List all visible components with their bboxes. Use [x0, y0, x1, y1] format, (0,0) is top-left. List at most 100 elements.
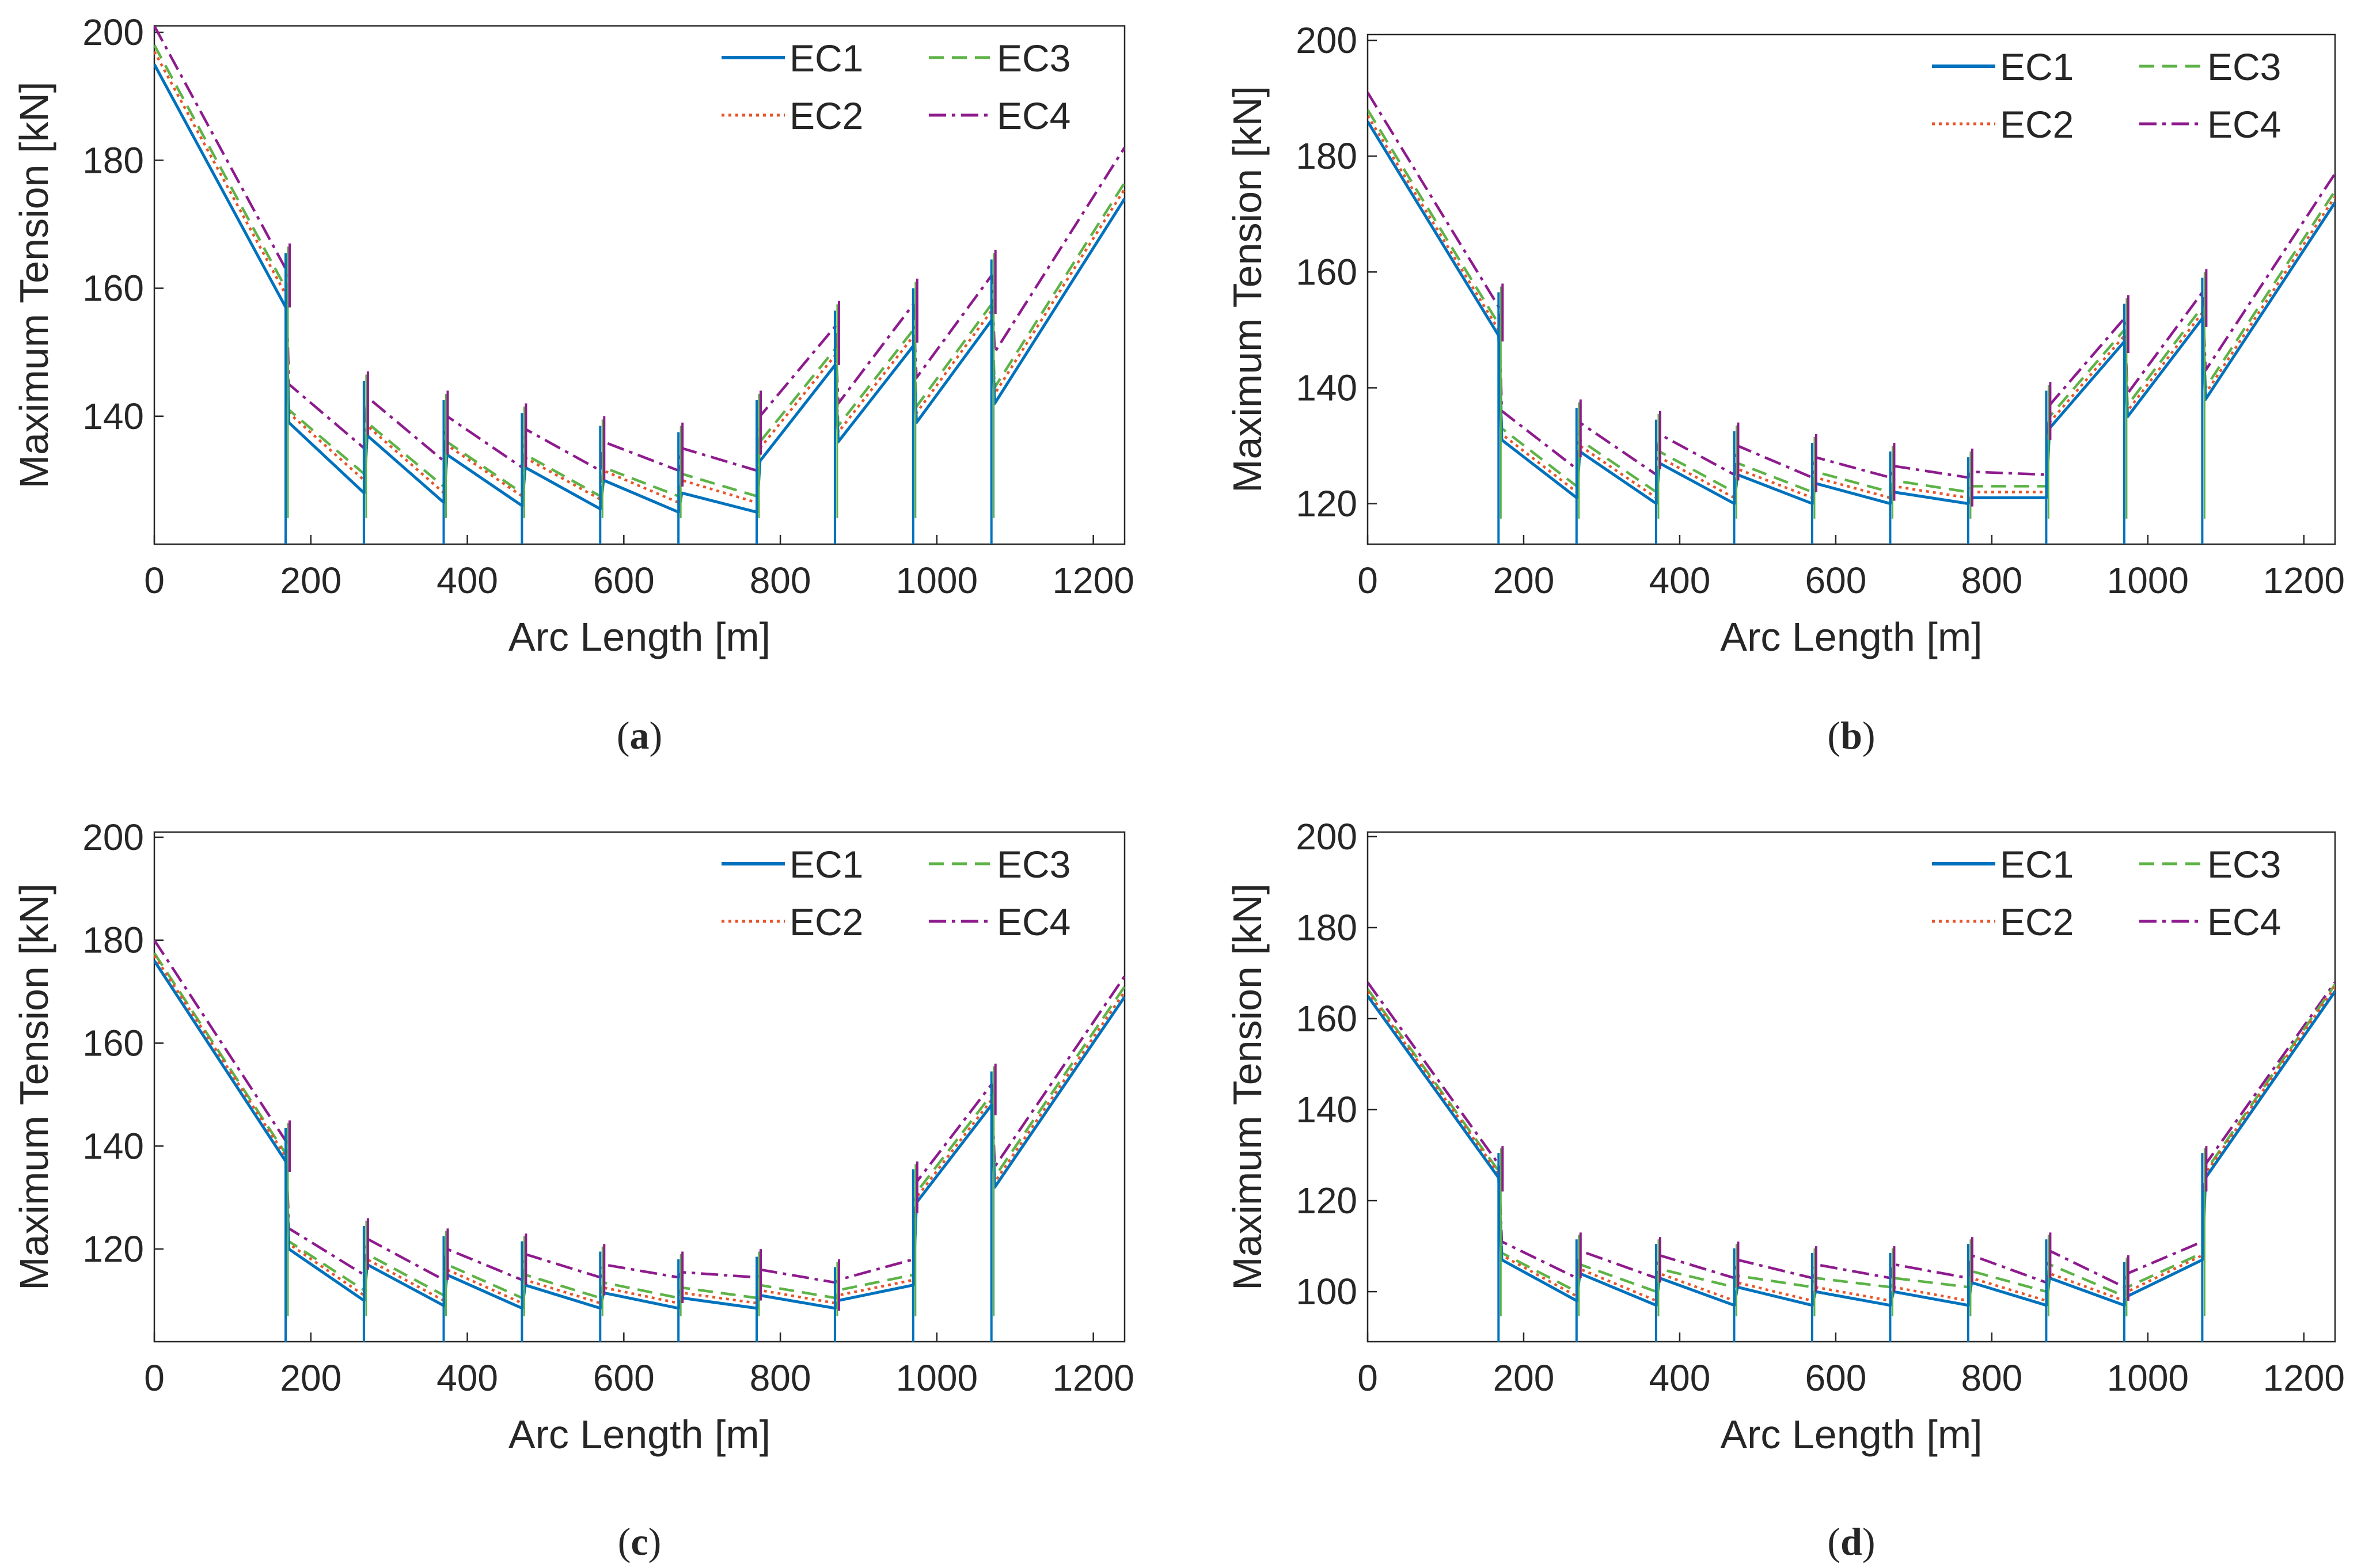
y-tick-label: 160: [1296, 998, 1357, 1039]
caption-open: (: [618, 1520, 631, 1563]
legend-label-ec1: EC1: [789, 843, 863, 886]
series-line-ec3: [154, 952, 1125, 1300]
caption-close: ): [1862, 713, 1876, 757]
panel-caption: (c): [618, 1520, 662, 1563]
legend-label-ec1: EC1: [789, 37, 863, 79]
legend-label-ec4: EC4: [2207, 901, 2281, 943]
y-tick-label: 120: [1296, 483, 1357, 525]
x-tick-label: 800: [1961, 560, 2022, 601]
series-line-ec2: [1368, 986, 2335, 1303]
plot-area: [1368, 981, 2335, 1342]
panel-caption: (d): [1827, 1520, 1875, 1563]
caption-close: ): [1862, 1520, 1876, 1563]
x-tick-label: 1000: [896, 560, 978, 601]
legend-label-ec1: EC1: [2000, 45, 2074, 88]
legend-label-ec4: EC4: [997, 94, 1070, 137]
y-tick-label: 140: [82, 396, 144, 437]
y-tick-label: 160: [82, 268, 144, 309]
series-line-ec4: [1368, 92, 2335, 479]
plot-frame: [153, 831, 1126, 1343]
x-tick-label: 1200: [1052, 560, 1134, 601]
x-axis-label: Arc Length [m]: [1720, 614, 1982, 659]
series-line-ec1: [154, 960, 1125, 1310]
y-tick-label: 180: [82, 139, 144, 181]
x-tick-label: 400: [1649, 1357, 1711, 1399]
x-tick-label: 200: [1493, 560, 1555, 601]
x-tick-label: 1000: [2107, 1357, 2189, 1399]
x-tick-label: 600: [1805, 560, 1867, 601]
x-tick-label: 0: [144, 560, 165, 601]
panel-caption: (b): [1827, 713, 1875, 757]
y-tick-label: 120: [1296, 1180, 1357, 1221]
plot-area: [1368, 92, 2335, 544]
caption-close: ): [650, 713, 663, 757]
x-tick-label: 200: [1493, 1357, 1555, 1399]
legend-label-ec3: EC3: [2207, 843, 2281, 886]
caption-letter: a: [630, 713, 650, 757]
series-line-ec3: [1368, 109, 2335, 493]
x-tick-label: 1000: [896, 1357, 978, 1399]
x-tick-label: 400: [436, 560, 498, 601]
series-line-ec1: [1368, 120, 2335, 506]
legend-label-ec3: EC3: [2207, 45, 2281, 88]
y-axis-label: Maximum Tension [kN]: [1225, 86, 1270, 493]
x-tick-label: 200: [280, 560, 341, 601]
y-tick-label: 200: [82, 817, 144, 858]
x-tick-label: 400: [436, 1357, 498, 1399]
y-tick-label: 120: [82, 1228, 144, 1270]
plot-frame: [1366, 831, 2336, 1343]
series-line-ec3: [154, 44, 1125, 498]
x-tick-label: 600: [1805, 1357, 1867, 1399]
chart-panel-b: 0 200 400 600 800 1000 1200 120 140 160 180 200 Arc …: [1225, 20, 2345, 757]
series-line-ec2: [1368, 115, 2335, 499]
legend-label-ec2: EC2: [789, 901, 863, 943]
series-line-ec2: [154, 51, 1125, 504]
x-tick-label: 1200: [2263, 1357, 2345, 1399]
legend-label-ec1: EC1: [2000, 843, 2074, 886]
caption-letter: d: [1840, 1520, 1862, 1563]
legend-label-ec4: EC4: [997, 901, 1070, 943]
plot-area: [154, 26, 1125, 544]
y-tick-label: 200: [1296, 816, 1357, 857]
panel-caption: (a): [617, 713, 662, 757]
x-tick-label: 200: [280, 1357, 341, 1399]
x-tick-label: 1200: [2263, 560, 2345, 601]
x-tick-label: 0: [1357, 560, 1378, 601]
x-axis-label: Arc Length [m]: [1720, 1412, 1982, 1457]
caption-letter: b: [1840, 713, 1862, 757]
x-tick-label: 1200: [1052, 1357, 1134, 1399]
series-line-ec1: [154, 63, 1125, 514]
x-tick-label: 400: [1649, 560, 1711, 601]
x-tick-label: 800: [1961, 1357, 2022, 1399]
x-tick-label: 0: [144, 1357, 165, 1399]
x-axis-label: Arc Length [m]: [508, 1412, 770, 1457]
y-tick-label: 140: [82, 1125, 144, 1167]
x-axis-label: Arc Length [m]: [508, 614, 770, 659]
x-tick-label: 800: [750, 1357, 811, 1399]
chart-panel-a: 0 200 400 600 800 1000 1200 140 160 180 200 Arc Len…: [12, 12, 1134, 757]
plot-frame: [153, 25, 1126, 545]
y-tick-label: 160: [82, 1023, 144, 1064]
chart-panel-d: 0 200 400 600 800 1000 1200 100 120 140 160 180 200 A…: [1225, 816, 2345, 1563]
x-tick-label: 600: [593, 560, 655, 601]
chart-panel-c: 0 200 400 600 800 1000 1200 120 140 160 180 200 Arc …: [12, 817, 1134, 1563]
legend-label-ec3: EC3: [997, 37, 1070, 79]
y-tick-label: 100: [1296, 1271, 1357, 1312]
plot-frame: [1366, 33, 2336, 545]
caption-open: (: [617, 713, 630, 757]
legend-label-ec3: EC3: [997, 843, 1070, 886]
y-axis-label: Maximum Tension [kN]: [12, 883, 56, 1290]
caption-open: (: [1827, 1520, 1840, 1563]
y-tick-label: 200: [1296, 20, 1357, 61]
plot-area: [154, 939, 1125, 1342]
y-tick-label: 180: [1296, 907, 1357, 948]
y-tick-label: 180: [82, 920, 144, 961]
legend-label-ec2: EC2: [2000, 103, 2074, 146]
legend-label-ec4: EC4: [2207, 103, 2281, 146]
legend-label-ec2: EC2: [789, 94, 863, 137]
y-tick-label: 140: [1296, 367, 1357, 408]
series-line-ec3: [1368, 984, 2335, 1298]
y-tick-label: 160: [1296, 251, 1357, 293]
caption-open: (: [1827, 713, 1840, 757]
x-tick-label: 1000: [2107, 560, 2189, 601]
